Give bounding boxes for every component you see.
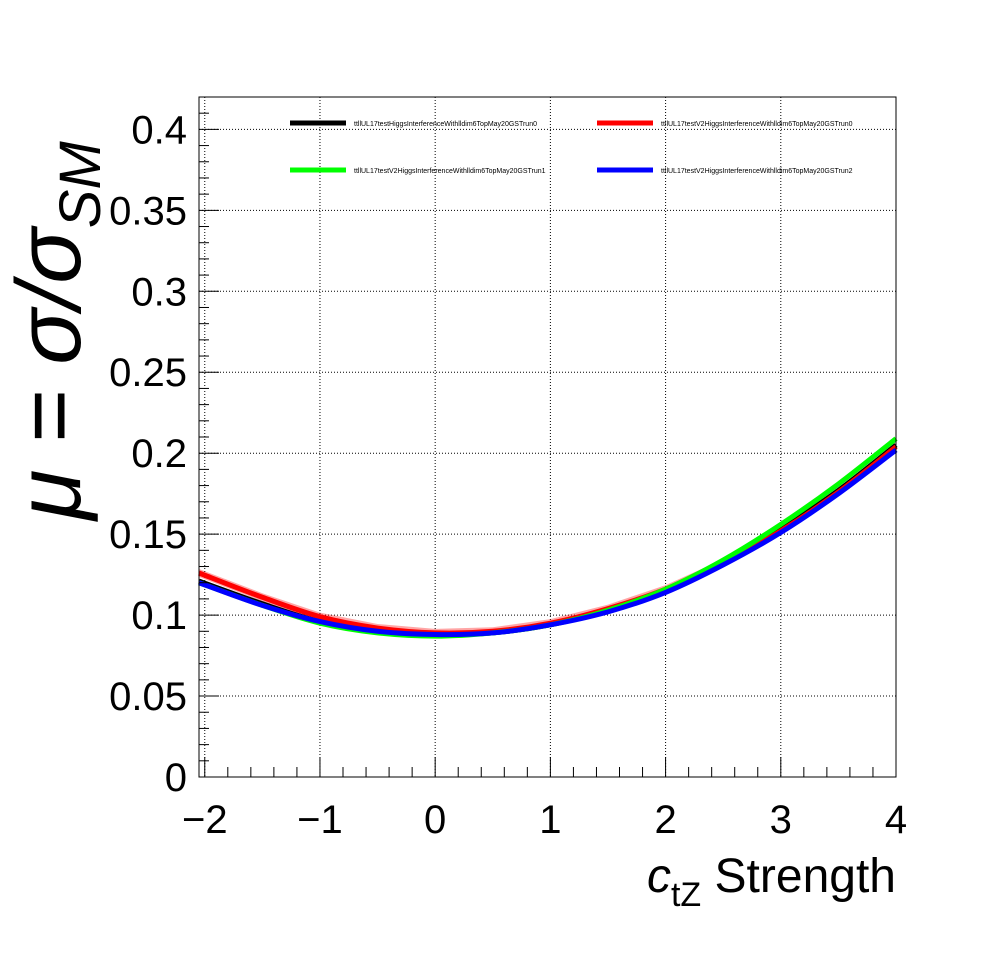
- legend-label: ttllUL17testV2HiggsInterferenceWithlldim…: [661, 168, 853, 175]
- y-tick-label: 0.2: [131, 432, 187, 476]
- y-tick-label: 0.05: [109, 675, 187, 719]
- y-tick-labels: 0 0.05 0.1 0.15 0.2 0.25 0.3 0.35 0.4: [109, 108, 187, 800]
- y-axis-title-subscript: SM: [48, 141, 113, 229]
- y-tick-label: 0.35: [109, 189, 187, 233]
- y-tick-label: 0: [165, 756, 187, 800]
- x-tick-label: 3: [770, 798, 792, 842]
- legend-label: ttllUL17testHiggsInterferenceWithlldim6T…: [354, 121, 537, 128]
- x-axis-title-text: Strength: [701, 850, 896, 903]
- axis-ticks: [199, 96, 897, 778]
- x-tick-label: 0: [424, 798, 446, 842]
- x-tick-labels: −2 −1 0 1 2 3 4: [182, 798, 907, 842]
- x-tick-label: 1: [539, 798, 561, 842]
- y-tick-label: 0.1: [131, 594, 187, 638]
- y-tick-label: 0.25: [109, 351, 187, 395]
- series-lines: [198, 436, 898, 639]
- x-axis-title-symbol: c: [647, 850, 671, 903]
- x-tick-label: 4: [885, 798, 907, 842]
- legend: ttllUL17testHiggsInterferenceWithlldim6T…: [290, 120, 853, 175]
- legend-label: ttllUL17testV2HiggsInterferenceWithlldim…: [354, 168, 546, 175]
- y-axis-title-main: μ = σ/σ: [0, 225, 100, 522]
- legend-label: ttllUL17testV2HiggsInterferenceWithlldim…: [661, 121, 853, 128]
- x-tick-label: −1: [297, 798, 343, 842]
- x-axis-title-subscript: tZ: [671, 876, 701, 914]
- x-tick-label: 2: [654, 798, 676, 842]
- y-tick-label: 0.3: [131, 270, 187, 314]
- y-tick-label: 0.15: [109, 513, 187, 557]
- series-line: [198, 447, 898, 638]
- y-axis-title: μ = σ/σSM: [0, 141, 113, 522]
- x-axis-title: ctZ Strength: [647, 850, 896, 914]
- x-tick-label: −2: [182, 798, 228, 842]
- y-tick-label: 0.4: [131, 108, 187, 152]
